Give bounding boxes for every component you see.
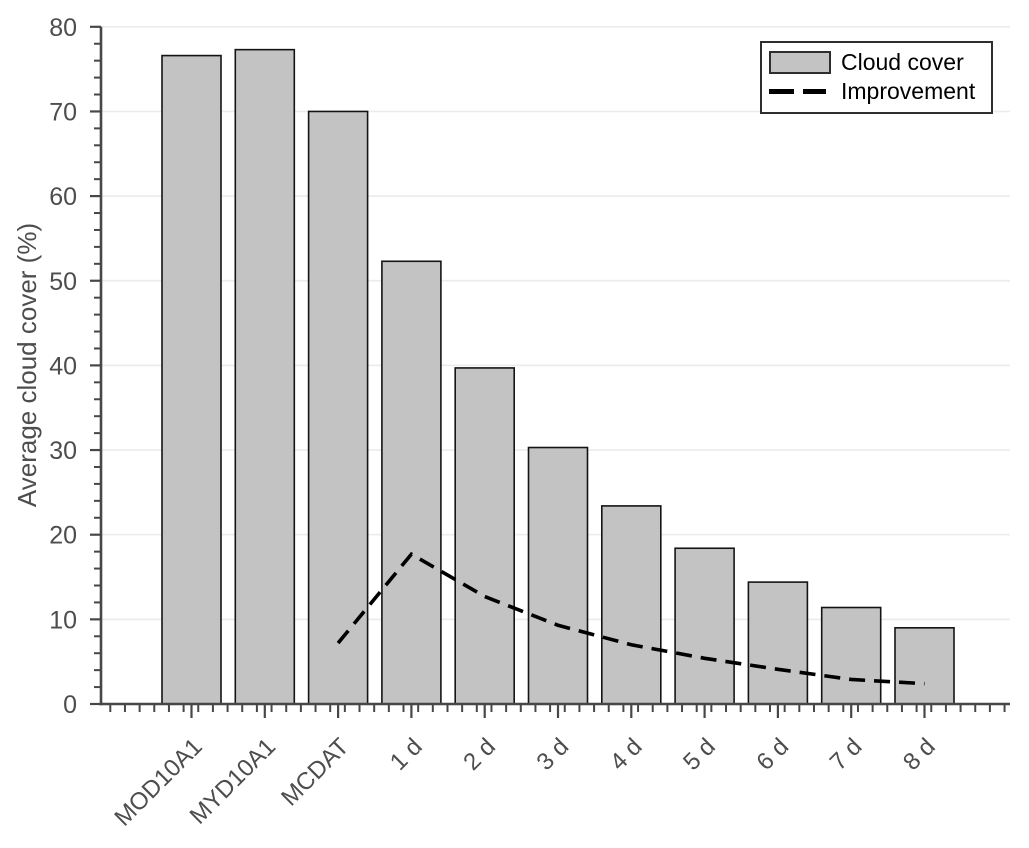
y-tick-label: 70 <box>49 98 77 126</box>
x-tick-label: 5 d <box>678 733 721 776</box>
x-tick-label: 4 d <box>605 733 648 776</box>
bar-5-d <box>674 547 735 705</box>
bar-mcdat <box>307 110 369 705</box>
legend-dashed-line-swatch <box>769 89 831 94</box>
y-tick-label: 60 <box>49 183 77 211</box>
y-axis-label: Average cloud cover (%) <box>12 223 42 507</box>
x-tick-label: 8 d <box>898 733 941 776</box>
legend-label-cloud-cover: Cloud cover <box>841 48 964 75</box>
x-tick-label: 1 d <box>385 733 428 776</box>
bar-8-d <box>894 627 955 705</box>
y-tick-label: 20 <box>49 522 77 550</box>
bar-1-d <box>381 260 442 705</box>
legend-item-cloud-cover: Cloud cover <box>769 48 991 77</box>
bar-myd10a1 <box>234 48 296 705</box>
x-tick-label: 2 d <box>458 733 501 776</box>
improvement-line <box>336 551 925 686</box>
legend-label-improvement: Improvement <box>841 77 976 104</box>
legend-item-improvement: Improvement <box>769 77 991 106</box>
y-tick-label: 10 <box>49 606 77 634</box>
x-tick-label: 7 d <box>825 733 868 776</box>
x-tick-label: MCDAT <box>276 733 354 811</box>
bar-4-d <box>600 505 662 705</box>
bar-7-d <box>820 606 882 705</box>
y-tick-label: 80 <box>49 14 77 42</box>
bar-3-d <box>527 446 589 705</box>
legend: Cloud cover Improvement <box>760 41 993 114</box>
y-tick-label: 50 <box>49 268 77 296</box>
bar-6-d <box>747 581 809 705</box>
legend-bar-swatch <box>769 51 831 74</box>
y-tick-label: 30 <box>49 437 77 465</box>
bar-mod10a1 <box>161 54 222 705</box>
x-tick-label: 3 d <box>532 733 575 776</box>
x-tick-label: 6 d <box>751 733 794 776</box>
y-tick-label: 0 <box>63 691 77 719</box>
y-tick-label: 40 <box>49 352 77 380</box>
bar-2-d <box>454 367 516 705</box>
